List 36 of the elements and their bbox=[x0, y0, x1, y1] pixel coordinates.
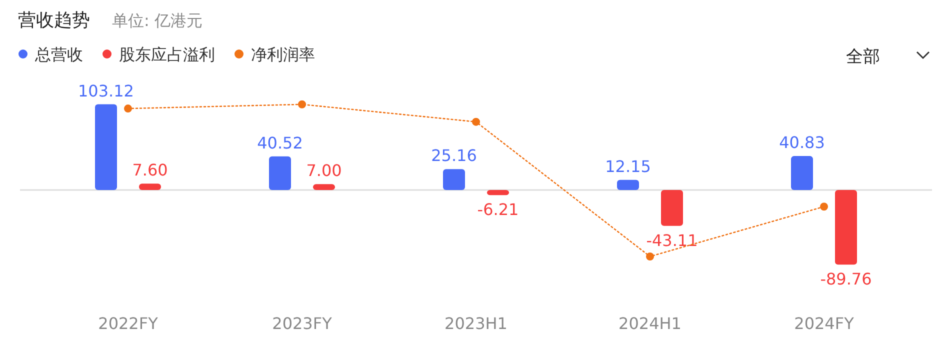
point bbox=[472, 118, 480, 126]
data-label: 7.00 bbox=[306, 161, 342, 180]
x-tick-label: 2024FY bbox=[794, 314, 854, 333]
point bbox=[646, 252, 654, 260]
data-label: 7.60 bbox=[132, 160, 168, 180]
x-tick-label: 2024H1 bbox=[618, 314, 682, 333]
bar bbox=[269, 156, 291, 190]
data-label: -6.21 bbox=[477, 200, 519, 220]
chart-subtitle: 单位: 亿港元 bbox=[112, 11, 202, 30]
bar bbox=[661, 190, 683, 226]
data-label: 40.83 bbox=[779, 133, 825, 152]
legend-label: 总营收 bbox=[34, 45, 83, 64]
x-tick-label: 2023H1 bbox=[444, 314, 508, 333]
chart-title: 营收趋势 bbox=[18, 10, 90, 31]
data-label: 40.52 bbox=[257, 133, 303, 152]
x-tick-label: 2022FY bbox=[98, 314, 158, 333]
legend-label: 净利润率 bbox=[251, 45, 315, 64]
bar bbox=[139, 184, 161, 190]
data-label: -43.11 bbox=[646, 230, 698, 250]
bar bbox=[313, 184, 335, 190]
bar bbox=[617, 180, 639, 190]
point bbox=[298, 100, 306, 108]
data-label: 25.16 bbox=[431, 146, 477, 166]
bar bbox=[487, 190, 509, 196]
data-label: 103.12 bbox=[78, 81, 134, 100]
bar bbox=[443, 169, 465, 190]
bar bbox=[791, 156, 813, 190]
x-tick-label: 2023FY bbox=[272, 314, 332, 333]
data-label: 12.15 bbox=[605, 156, 651, 176]
bar bbox=[835, 190, 857, 265]
text: 全部 bbox=[846, 47, 880, 67]
point bbox=[124, 104, 132, 113]
bar bbox=[95, 104, 117, 190]
point bbox=[820, 202, 828, 211]
data-label: -89.76 bbox=[820, 270, 872, 289]
legend-label: 股东应占溢利 bbox=[119, 45, 215, 64]
